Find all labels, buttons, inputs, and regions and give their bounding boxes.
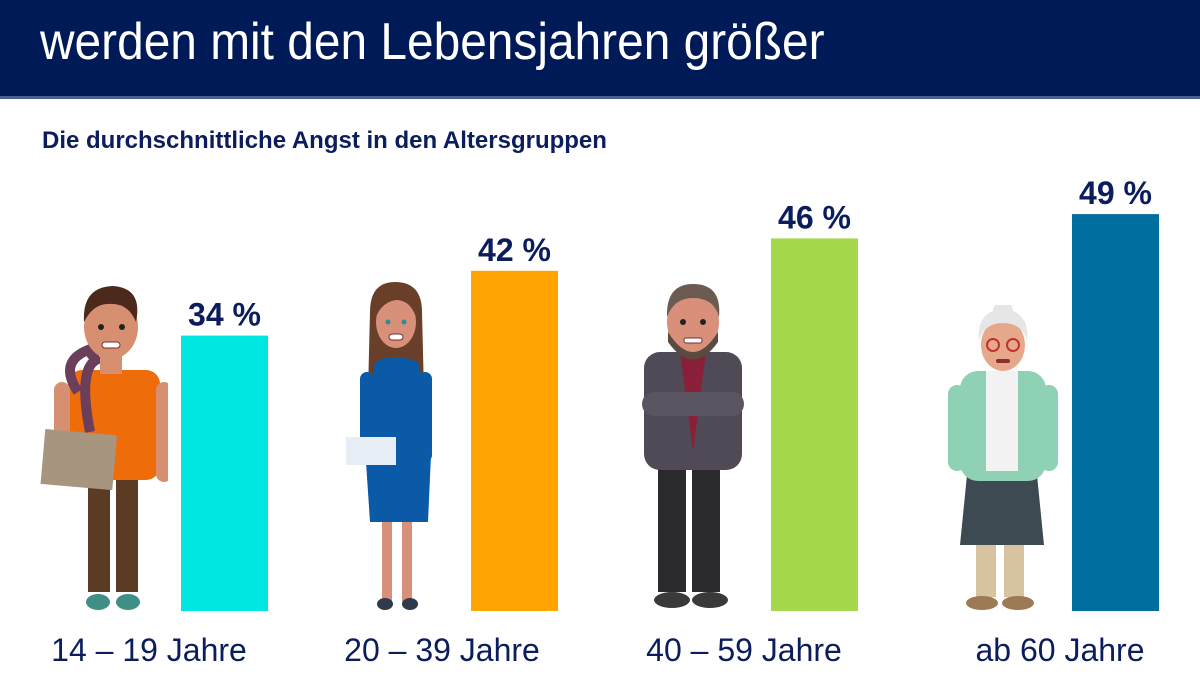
elderly-woman-illustration — [948, 305, 1058, 610]
teenage-boy-illustration — [40, 286, 168, 610]
value-label-20-39: 42 % — [478, 232, 551, 268]
chart-subtitle: Die durchschnittliche Angst in den Alter… — [42, 127, 607, 154]
page-title: werden mit den Lebensjahren größer — [40, 13, 825, 71]
bar-20-39 — [471, 270, 558, 611]
category-label-20-39: 20 – 39 Jahre — [344, 632, 540, 668]
bar-40-59 — [771, 238, 858, 611]
bar-14-19 — [181, 335, 268, 611]
value-label-40-59: 46 % — [778, 199, 851, 235]
category-label-60-plus: ab 60 Jahre — [975, 632, 1144, 668]
category-label-40-59: 40 – 59 Jahre — [646, 632, 842, 668]
middle-aged-man-illustration — [642, 284, 744, 608]
category-label-14-19: 14 – 19 Jahre — [51, 632, 247, 668]
value-label-60-plus: 49 % — [1079, 175, 1152, 211]
young-woman-illustration — [346, 282, 432, 610]
bar-60-plus — [1072, 214, 1159, 611]
value-label-14-19: 34 % — [188, 297, 261, 333]
header-band: werden mit den Lebensjahren größer — [0, 0, 1200, 99]
